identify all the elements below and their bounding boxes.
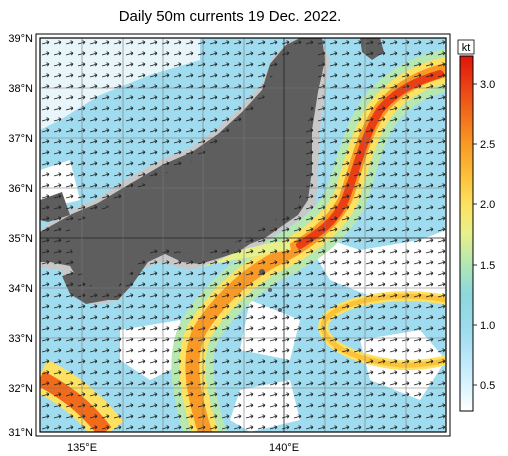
lat-label-31: 31°N [8,427,33,439]
lon-label-140: 140°E [269,442,299,454]
colorbar-tick-1.5: 1.5 [480,260,495,272]
colorbar: kt 0.5 1.0 1.5 2.0 2.5 3.0 [457,39,495,412]
map-frame [39,37,447,433]
map-title: Daily 50m currents 19 Dec. 2022. [118,8,342,25]
colorbar-tick-0.5: 0.5 [480,380,495,392]
latitude-labels: 39°N 38°N 37°N 36°N 35°N 34°N 33°N 32°N … [8,33,33,439]
colorbar-unit: kt [462,42,471,54]
lat-label-39: 39°N [8,33,33,45]
colorbar-tick-2.0: 2.0 [480,199,495,211]
colorbar-scale [459,55,474,412]
colorbar-tick-2.5: 2.5 [480,139,495,151]
lat-label-37: 37°N [8,133,33,145]
lat-label-35: 35°N [8,233,33,245]
lat-label-36: 36°N [8,183,33,195]
lat-label-34: 34°N [8,283,33,295]
lon-label-135: 135°E [67,442,97,454]
current-speed-field [40,38,446,432]
graticule [40,38,446,432]
longitude-labels: 135°E 140°E [67,442,299,454]
colorbar-tick-1.0: 1.0 [480,320,495,332]
colorbar-tick-3.0: 3.0 [480,79,495,91]
map-outer-frame [35,33,451,437]
lat-label-32: 32°N [8,383,33,395]
colorbar-unit-box [457,39,475,55]
lat-label-33: 33°N [8,333,33,345]
lat-label-38: 38°N [8,83,33,95]
